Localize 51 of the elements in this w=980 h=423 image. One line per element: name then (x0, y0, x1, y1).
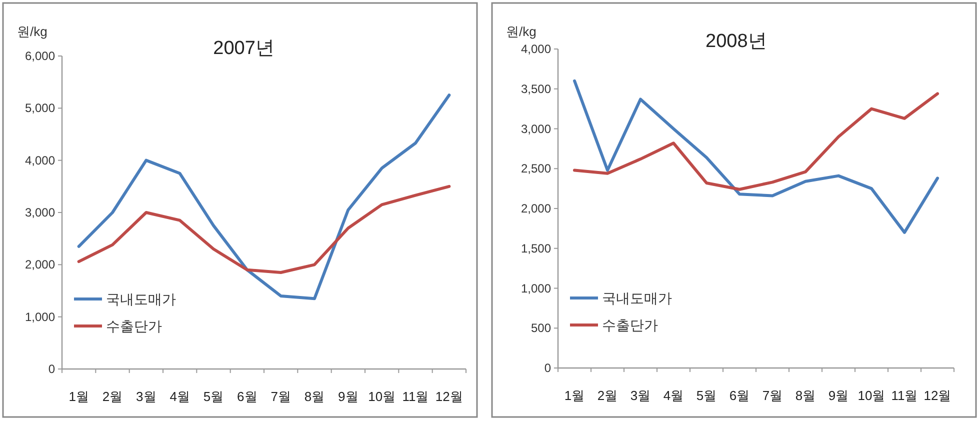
x-tick-label: 9월 (828, 388, 849, 403)
line-series (77, 184, 451, 274)
y-tick-label: 6,000 (24, 49, 56, 63)
x-tick-label: 12월 (435, 389, 463, 404)
x-tick-label: 12월 (924, 388, 952, 403)
y-tick-label: 1,000 (24, 310, 56, 324)
y-tick-label: 500 (530, 321, 552, 336)
chart-title: 2007년 (213, 38, 274, 59)
x-tick-label: 10월 (368, 389, 396, 404)
y-tick-label: 0 (544, 361, 552, 375)
x-tick-label: 8월 (304, 389, 325, 404)
y-tick-label: 1,500 (520, 241, 552, 256)
x-tick-label: 11월 (402, 389, 429, 404)
x-tick-label: 3월 (136, 389, 156, 404)
y-axis-title: 원/kg (506, 24, 536, 39)
y-tick-label: 2,000 (520, 202, 552, 216)
x-tick-label: 3월 (630, 388, 651, 403)
x-tick-label: 9월 (338, 389, 358, 404)
x-tick-label: 11월 (891, 388, 918, 403)
y-tick-label: 3,500 (520, 82, 552, 96)
x-tick-label: 5월 (203, 389, 224, 404)
y-tick-label: 2,500 (520, 162, 552, 176)
y-tick-label: 3,000 (520, 122, 552, 136)
x-tick-label: 10월 (858, 388, 886, 403)
y-tick-label: 4,000 (24, 153, 56, 168)
x-tick-label: 6월 (237, 389, 258, 404)
x-tick-label: 5월 (696, 388, 717, 403)
y-axis-title: 원/kg (17, 24, 48, 39)
legend-label: 수출단가 (602, 317, 658, 333)
x-tick-label: 4월 (170, 389, 190, 404)
y-tick-label: 3,000 (24, 206, 56, 220)
y-tick-label: 2,000 (24, 258, 56, 272)
x-tick-label: 1월 (564, 388, 585, 403)
x-tick-label: 8월 (795, 388, 816, 403)
line-series (573, 79, 939, 234)
x-tick-label: 6월 (729, 388, 750, 403)
legend-label: 국내도매가 (602, 290, 672, 306)
y-tick-label: 1,000 (520, 281, 552, 296)
y-tick-label: 5,000 (24, 101, 56, 116)
chart-title: 2008년 (706, 31, 767, 52)
x-tick-label: 1월 (68, 389, 89, 404)
y-tick-label: 4,000 (520, 42, 552, 56)
x-tick-label: 2월 (102, 389, 123, 404)
line-series (573, 92, 939, 191)
x-tick-label: 4월 (663, 388, 684, 403)
x-tick-label: 7월 (270, 389, 291, 404)
legend-label: 수출단가 (106, 318, 162, 334)
x-tick-label: 7월 (762, 388, 783, 403)
x-tick-label: 2월 (597, 388, 618, 403)
y-tick-label: 0 (48, 362, 56, 376)
legend-label: 국내도매가 (106, 291, 176, 307)
